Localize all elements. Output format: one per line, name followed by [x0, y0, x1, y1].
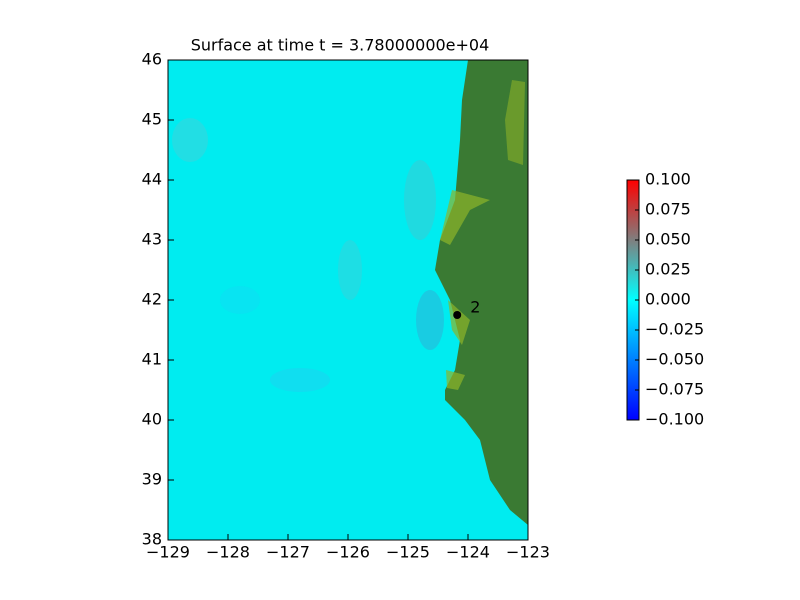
- land: [435, 60, 528, 525]
- water-texture: [220, 286, 260, 314]
- land-highland: [505, 80, 525, 165]
- gauge-point: [453, 311, 462, 319]
- y-tick-label: 41: [142, 350, 162, 369]
- y-tick-label: 40: [142, 410, 162, 429]
- x-tick-label: −123: [506, 543, 550, 562]
- water-texture: [338, 240, 362, 300]
- colorbar-tick-label: 0.075: [645, 200, 691, 219]
- y-tick-label: 44: [142, 170, 162, 189]
- x-tick-label: −127: [266, 543, 310, 562]
- x-tick-label: −124: [446, 543, 490, 562]
- colorbar-tick-label: −0.100: [645, 410, 704, 429]
- x-tick-label: −125: [386, 543, 430, 562]
- x-tick-label: −126: [326, 543, 370, 562]
- gauge-label: 2: [470, 298, 480, 317]
- y-tick-label: 39: [142, 470, 162, 489]
- chart-title: Surface at time t = 3.78000000e+04: [191, 36, 490, 55]
- y-tick-label: 42: [142, 290, 162, 309]
- colorbar-tick-label: −0.050: [645, 350, 704, 369]
- y-tick-label: 38: [142, 530, 162, 549]
- y-tick-label: 45: [142, 110, 162, 129]
- colorbar-tick-label: 0.025: [645, 260, 691, 279]
- land-coastal: [448, 300, 470, 345]
- colorbar-tick-label: 0.000: [645, 290, 691, 309]
- colorbar-tick-label: −0.075: [645, 380, 704, 399]
- colorbar-tick-label: 0.100: [645, 170, 691, 189]
- x-tick-label: −128: [206, 543, 250, 562]
- y-tick-label: 43: [142, 230, 162, 249]
- water-texture: [270, 368, 330, 392]
- x-tick-label: −129: [146, 543, 190, 562]
- y-tick-label: 46: [142, 50, 162, 69]
- land-coastal: [440, 190, 490, 245]
- water-texture: [404, 160, 436, 240]
- water-texture: [172, 118, 208, 162]
- water-texture: [416, 290, 444, 350]
- colorbar-tick-label: −0.025: [645, 320, 704, 339]
- colorbar-tick-label: 0.050: [645, 230, 691, 249]
- land-coastal: [446, 370, 465, 390]
- map-layer: [168, 60, 528, 540]
